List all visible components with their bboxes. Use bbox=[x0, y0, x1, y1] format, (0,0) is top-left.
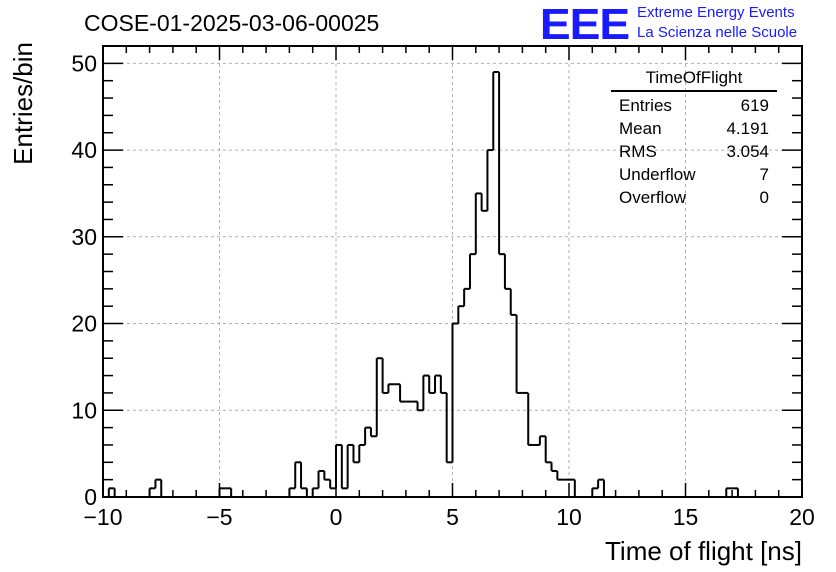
y-tick-label: 20 bbox=[71, 311, 97, 337]
grid-lines bbox=[103, 46, 802, 497]
stats-label: Overflow bbox=[619, 188, 687, 207]
x-axis-label: Time of flight [ns] bbox=[605, 536, 802, 566]
logo-subtitle-2: La Scienza nelle Scuole bbox=[637, 24, 798, 41]
y-axis-label: Entries/bin bbox=[8, 42, 38, 165]
eee-logo: EEE bbox=[539, 0, 630, 49]
y-tick-label: 40 bbox=[71, 137, 97, 163]
x-tick-label: 20 bbox=[789, 504, 815, 530]
stats-row-underflow: Underflow 7 bbox=[611, 163, 777, 186]
y-tick-label: 0 bbox=[84, 484, 97, 510]
stats-label: Mean bbox=[619, 119, 662, 138]
stats-label: Entries bbox=[619, 96, 672, 115]
y-tick-label: 10 bbox=[71, 397, 97, 423]
x-tick-label: 0 bbox=[330, 504, 343, 530]
axes: −10 −5 0 5 10 15 20 0 10 20 30 40 50 bbox=[71, 45, 815, 530]
stats-value: 3.054 bbox=[726, 142, 769, 161]
x-tick-label: −5 bbox=[206, 504, 232, 530]
stats-label: RMS bbox=[619, 142, 657, 161]
stats-row-mean: Mean 4.191 bbox=[611, 117, 777, 140]
stats-row-entries: Entries 619 bbox=[611, 94, 777, 117]
stats-row-overflow: Overflow 0 bbox=[611, 186, 777, 209]
chart-title: COSE-01-2025-03-06-00025 bbox=[84, 10, 380, 36]
stats-value: 619 bbox=[740, 96, 769, 115]
stats-box: TimeOfFlight Entries 619 Mean 4.191 RMS … bbox=[611, 68, 777, 209]
stats-value: 0 bbox=[759, 188, 769, 207]
x-tick-label: 10 bbox=[556, 504, 582, 530]
x-tick-label: 15 bbox=[673, 504, 699, 530]
stats-label: Underflow bbox=[619, 165, 696, 184]
stats-value: 4.191 bbox=[726, 119, 769, 138]
stats-value: 7 bbox=[759, 165, 769, 184]
y-tick-label: 50 bbox=[71, 50, 97, 76]
stats-row-rms: RMS 3.054 bbox=[611, 140, 777, 163]
logo-subtitle-1: Extreme Energy Events bbox=[637, 4, 795, 21]
y-tick-label: 30 bbox=[71, 224, 97, 250]
x-tick-label: 5 bbox=[446, 504, 459, 530]
x-tick-label: −10 bbox=[83, 504, 122, 530]
stats-title: TimeOfFlight bbox=[611, 68, 777, 92]
